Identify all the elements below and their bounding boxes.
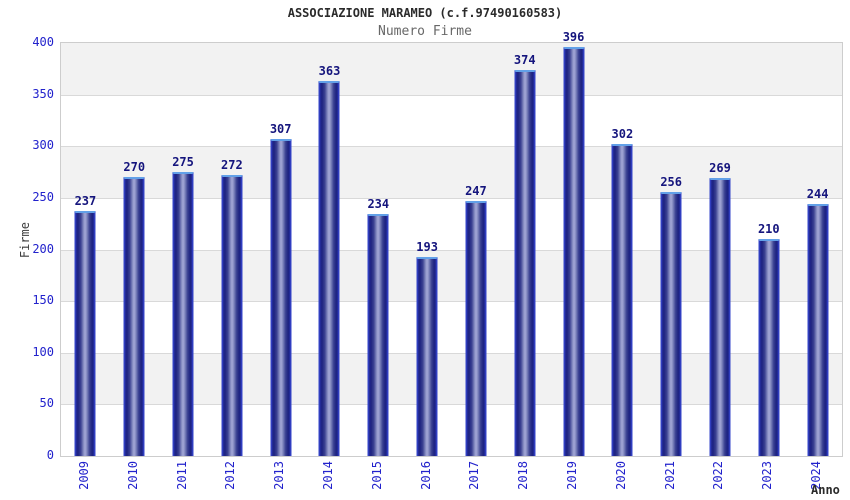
x-tick-label-2022: 2022 — [711, 461, 726, 490]
x-tick-label-2020: 2020 — [613, 461, 628, 490]
bar-slot-2015: 234 — [354, 43, 403, 456]
bar-2015 — [367, 214, 389, 456]
bar-2018 — [514, 70, 536, 456]
bar-slot-2012: 272 — [207, 43, 256, 456]
bar-2022 — [709, 178, 731, 456]
bar-2019 — [563, 47, 585, 456]
bar-value-label-2013: 307 — [269, 122, 292, 136]
bar-2023 — [758, 239, 780, 456]
chart-title: ASSOCIAZIONE MARAMEO (c.f.97490160583) — [287, 6, 563, 20]
x-tick-label-2012: 2012 — [223, 461, 238, 490]
plot-area: 237 270 275 272 307 363 234 193 247 374 396 302 256 2… — [60, 30, 843, 457]
gridline-350 — [61, 94, 842, 96]
x-tick-label-2013: 2013 — [272, 461, 287, 490]
y-tick-label-250: 250 — [32, 189, 54, 204]
y-tick-label-0: 0 — [46, 448, 54, 462]
x-tick-label-2018: 2018 — [516, 461, 531, 490]
x-tick-label-2017: 2017 — [467, 461, 482, 490]
bar-2009 — [74, 211, 96, 456]
bar-slot-2014: 363 — [305, 43, 354, 456]
gridline-200 — [61, 249, 842, 251]
x-tick-label-2021: 2021 — [662, 461, 677, 490]
x-tick-label-2010: 2010 — [125, 461, 140, 490]
x-tick-label-2016: 2016 — [418, 461, 433, 490]
x-tick-label-2011: 2011 — [174, 461, 189, 490]
y-tick-label-200: 200 — [32, 241, 54, 256]
bar-value-label-2019: 396 — [562, 30, 585, 44]
gridline-50 — [61, 404, 842, 406]
x-tick-label-2009: 2009 — [76, 461, 91, 490]
bar-slot-2010: 270 — [110, 43, 159, 456]
bar-value-label-2009: 237 — [74, 194, 97, 208]
bar-value-label-2021: 256 — [660, 175, 682, 189]
bar-2024 — [807, 204, 829, 456]
y-tick-label-350: 350 — [32, 86, 54, 101]
bar-value-label-2011: 275 — [172, 155, 194, 169]
y-tick-label-100: 100 — [32, 344, 54, 359]
bar-slot-2024: 244 — [793, 43, 842, 456]
x-tick-label-2019: 2019 — [565, 461, 580, 490]
gridline-250 — [61, 197, 842, 199]
x-tick-label-2015: 2015 — [369, 461, 384, 490]
bar-slot-2019: 396 — [549, 30, 598, 456]
bar-value-label-2022: 269 — [709, 161, 731, 175]
x-tick-label-2023: 2023 — [760, 461, 775, 490]
bar-2016 — [416, 257, 438, 456]
bar-slot-2016: 193 — [403, 43, 452, 456]
bar-2012 — [221, 175, 243, 456]
y-tick-label-400: 400 — [32, 35, 54, 49]
bar-value-label-2020: 302 — [611, 127, 634, 141]
x-tick-label-2014: 2014 — [320, 461, 335, 490]
bar-slot-2018: 374 — [500, 43, 549, 456]
bar-value-label-2023: 210 — [757, 222, 780, 236]
bar-value-label-2015: 234 — [367, 197, 390, 211]
bar-value-label-2016: 193 — [416, 240, 438, 254]
gridline-300 — [61, 146, 842, 148]
y-tick-label-300: 300 — [32, 138, 54, 153]
gridline-150 — [61, 301, 842, 303]
bar-value-label-2024: 244 — [806, 187, 829, 201]
bar-slot-2017: 247 — [452, 43, 501, 456]
bar-slot-2023: 210 — [744, 43, 793, 456]
bar-slot-2013: 307 — [256, 43, 305, 456]
bar-2020 — [611, 144, 633, 456]
bar-value-label-2014: 363 — [318, 64, 341, 78]
x-axis-title: Anno — [811, 483, 840, 497]
bar-value-label-2018: 374 — [513, 53, 536, 67]
bar-2013 — [270, 139, 292, 456]
y-tick-label-150: 150 — [32, 293, 54, 308]
plot-band — [61, 43, 842, 95]
bar-slot-2011: 275 — [159, 43, 208, 456]
bar-slot-2020: 302 — [598, 43, 647, 456]
bar-value-label-2010: 270 — [123, 160, 146, 174]
bar-2014 — [318, 81, 340, 456]
chart-subtitle: Numero Firme — [378, 24, 472, 39]
plot-band — [61, 94, 842, 147]
y-tick-label-50: 50 — [39, 396, 54, 411]
bar-2017 — [465, 201, 487, 456]
bar-slot-2022: 269 — [696, 43, 745, 456]
bar-slot-2021: 256 — [647, 43, 696, 456]
bar-value-label-2012: 272 — [221, 158, 243, 172]
bar-value-label-2017: 247 — [465, 184, 487, 198]
bar-slot-2009: 237 — [61, 43, 110, 456]
gridline-100 — [61, 352, 842, 354]
bar-2021 — [660, 192, 682, 456]
bar-2010 — [123, 177, 145, 456]
bar-2011 — [172, 172, 194, 456]
